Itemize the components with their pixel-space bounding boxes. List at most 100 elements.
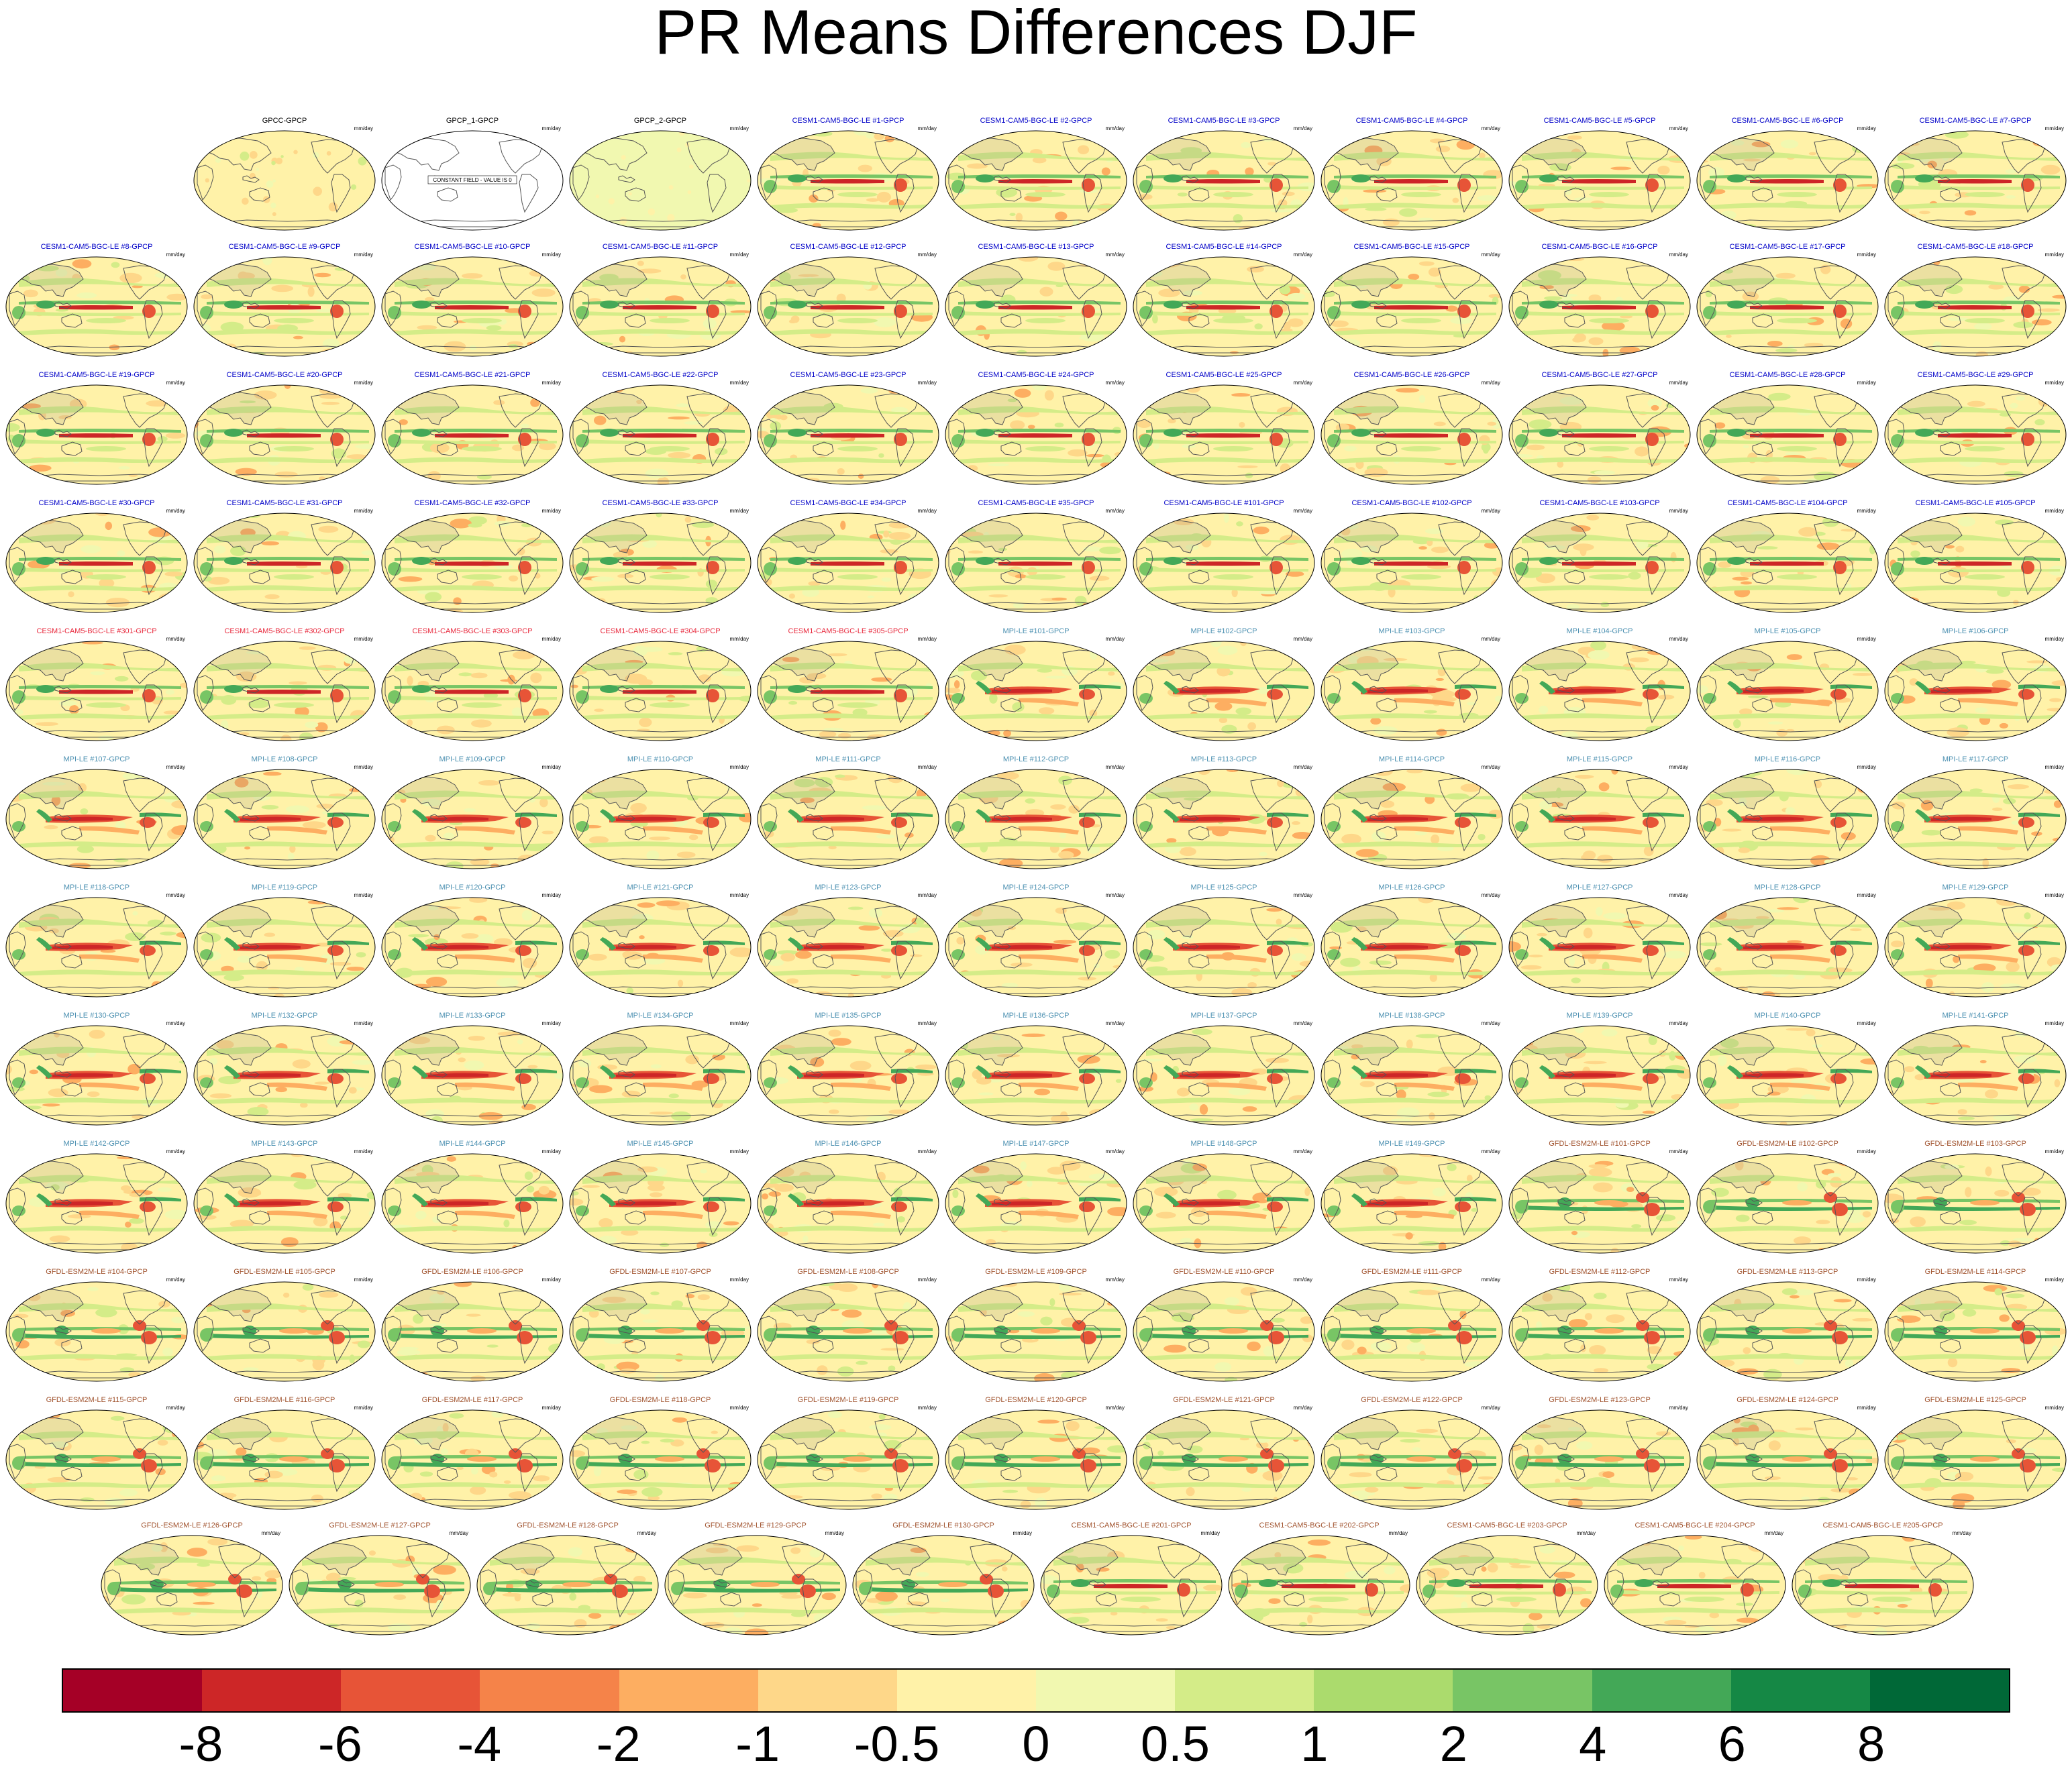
warm-pool-green: [1746, 1197, 1759, 1208]
field-patch: [1743, 158, 1761, 162]
panel-title: CESM1-CAM5-BGC-LE #17-GPCP: [1729, 243, 1846, 251]
field-patch: [853, 131, 872, 136]
africa-wet: [764, 434, 777, 447]
field-patch: [1747, 695, 1768, 698]
field-patch: [282, 1292, 290, 1298]
amazon-bias: [1082, 305, 1095, 318]
coastline: [1666, 133, 1681, 144]
field-patch: [622, 951, 633, 958]
field-patch: [1610, 166, 1632, 170]
map-plot: [1508, 1153, 1691, 1254]
coastline: [1854, 900, 1869, 911]
field-patch: [968, 258, 974, 263]
field-patch: [1957, 1109, 1967, 1115]
map-plot: [1884, 384, 2067, 485]
map-plot: [757, 130, 939, 231]
field-patch: [1716, 846, 1724, 857]
storm-track-north: [1710, 406, 1871, 415]
field-patch: [1910, 550, 1920, 557]
panel-title: MPI-LE #139-GPCP: [1566, 1012, 1633, 1020]
map-panel: MPI-LE #129-GPCP mm/day: [1884, 883, 2067, 998]
africa-wet: [764, 690, 777, 704]
equatorial-red-band: [998, 305, 1072, 310]
field-patch: [1110, 1238, 1127, 1249]
coastline: [519, 300, 539, 339]
coastline: [1700, 290, 1717, 327]
indian-ocean-green: [788, 685, 807, 693]
field-patch: [831, 1038, 851, 1046]
field-patch: [1321, 911, 1344, 918]
panel-title: MPI-LE #111-GPCP: [815, 755, 881, 763]
field-patch: [1593, 1292, 1607, 1299]
coastline: [1854, 1157, 1869, 1167]
coastline: [625, 570, 646, 584]
east-pacific-red: [884, 1320, 898, 1331]
field-patch: [1308, 604, 1314, 610]
field-patch: [1529, 419, 1552, 429]
indian-ocean-green: [1915, 174, 1934, 182]
field-patch: [1999, 1314, 2010, 1322]
spcz-green: [1777, 192, 1817, 197]
field-patch: [235, 468, 257, 476]
field-patch: [802, 1235, 809, 1243]
coastline: [572, 547, 590, 584]
indian-ocean-green: [1163, 174, 1182, 182]
coastline: [1332, 264, 1399, 297]
coastline: [54, 429, 72, 437]
field-patch: [1526, 444, 1545, 451]
field-patch: [1741, 581, 1752, 585]
field-patch: [1768, 721, 1783, 725]
equatorial-red-band: [623, 690, 696, 694]
field-patch: [1177, 192, 1188, 197]
coastline: [1854, 644, 1869, 655]
field-patch: [888, 532, 911, 540]
south-itcz: [19, 311, 181, 316]
coastline: [1940, 187, 1961, 202]
globe-outline: [1696, 130, 1879, 231]
field-patch: [1682, 645, 1690, 653]
coastline: [1458, 300, 1478, 339]
itcz-band: [958, 429, 1121, 433]
globe-outline: [1696, 384, 1879, 485]
field-patch: [1040, 1316, 1053, 1326]
field-patch: [1117, 1299, 1127, 1303]
map-plot: [945, 384, 1127, 485]
field-patch: [856, 1360, 868, 1365]
field-blob: [628, 192, 632, 196]
map-panel: CESM1-CAM5-BGC-LE #7-GPCP mm/day: [1884, 117, 2067, 231]
field-patch: [2043, 347, 2052, 356]
globe-outline: [193, 256, 376, 357]
amazon-bias: [515, 1073, 531, 1084]
field-patch: [876, 834, 896, 839]
panel-title: CESM1-CAM5-BGC-LE #304-GPCP: [600, 627, 721, 635]
field-patch: [741, 402, 751, 411]
field-patch: [337, 859, 356, 869]
amazon-bias: [1832, 1331, 1848, 1344]
field-patch: [68, 591, 74, 598]
warm-pool-green: [1934, 1326, 1947, 1336]
field-patch: [201, 294, 213, 300]
field-patch: [1571, 977, 1581, 983]
field-patch: [1583, 1061, 1607, 1065]
coastline: [539, 388, 554, 398]
field-patch: [1276, 918, 1282, 926]
africa-wet: [576, 690, 589, 704]
field-patch: [1594, 470, 1616, 475]
field-patch: [1816, 542, 1840, 550]
amazon-bias: [703, 945, 719, 956]
field-patch: [1431, 546, 1449, 553]
south-itcz: [19, 568, 181, 572]
amazon-bias: [142, 433, 156, 446]
field-patch: [1292, 1027, 1312, 1034]
field-patch: [1860, 394, 1878, 405]
field-patch: [2049, 698, 2062, 702]
south-itcz: [395, 439, 557, 444]
map-plot: [5, 1281, 188, 1382]
field-patch: [827, 653, 847, 657]
south-itcz: [1522, 311, 1684, 316]
coastline: [1520, 392, 1587, 425]
field-patch: [1233, 214, 1243, 223]
coastline: [1854, 772, 1869, 783]
field-patch: [882, 930, 904, 938]
field-patch: [203, 576, 212, 582]
